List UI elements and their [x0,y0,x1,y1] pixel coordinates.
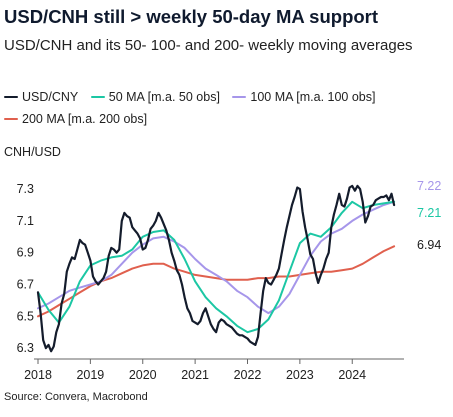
x-tick-label: 2018 [24,368,52,382]
legend-item-50ma: 50 MA [m.a. 50 obs] [90,86,220,108]
x-tick-label: 2023 [286,368,314,382]
series-line-50ma [37,200,396,334]
y-tick-label: 6.5 [17,309,34,323]
series-line-100ma [37,200,396,315]
legend-swatch-usdcny [4,96,18,98]
chart-title: USD/CNH still > weekly 50-day MA support [4,6,379,27]
legend-label-200ma: 200 MA [m.a. 200 obs] [22,112,148,126]
y-tick-label: 7.1 [17,214,34,228]
end-label-200ma: 6.94 [417,238,441,252]
y-tick-label: 6.9 [17,246,34,260]
legend: USD/CNY 50 MA [m.a. 50 obs] 100 MA [m.a.… [4,86,449,130]
series-line-usdcny [36,184,396,353]
y-tick-label: 6.3 [17,341,34,355]
legend-label-50ma: 50 MA [m.a. 50 obs] [108,90,220,104]
legend-label-100ma: 100 MA [m.a. 100 obs] [250,90,376,104]
x-tick-label: 2019 [76,368,104,382]
x-tick-label: 2024 [338,368,366,382]
end-label-50ma: 7.21 [417,206,441,220]
chart-subtitle: USD/CNH and its 50- 100- and 200- weekly… [4,37,413,54]
y-axis-label: CNH/USD [4,145,61,159]
y-tick-label: 6.7 [17,277,34,291]
legend-swatch-50ma [90,96,105,98]
x-tick-label: 2021 [181,368,209,382]
y-tick-label: 7.3 [17,182,34,196]
x-tick-label: 2020 [129,368,157,382]
legend-swatch-100ma [232,96,247,98]
source-note: Source: Convera, Macrobond [4,391,148,403]
legend-item-100ma: 100 MA [m.a. 100 obs] [232,86,375,108]
legend-item-usdcny: USD/CNY [4,86,78,108]
end-label-100ma: 7.22 [417,179,441,193]
legend-item-200ma: 200 MA [m.a. 200 obs] [4,108,147,130]
series-line-200ma [37,245,396,318]
legend-label-usdcny: USD/CNY [22,90,79,104]
x-tick-label: 2022 [234,368,262,382]
legend-swatch-200ma [4,118,18,120]
